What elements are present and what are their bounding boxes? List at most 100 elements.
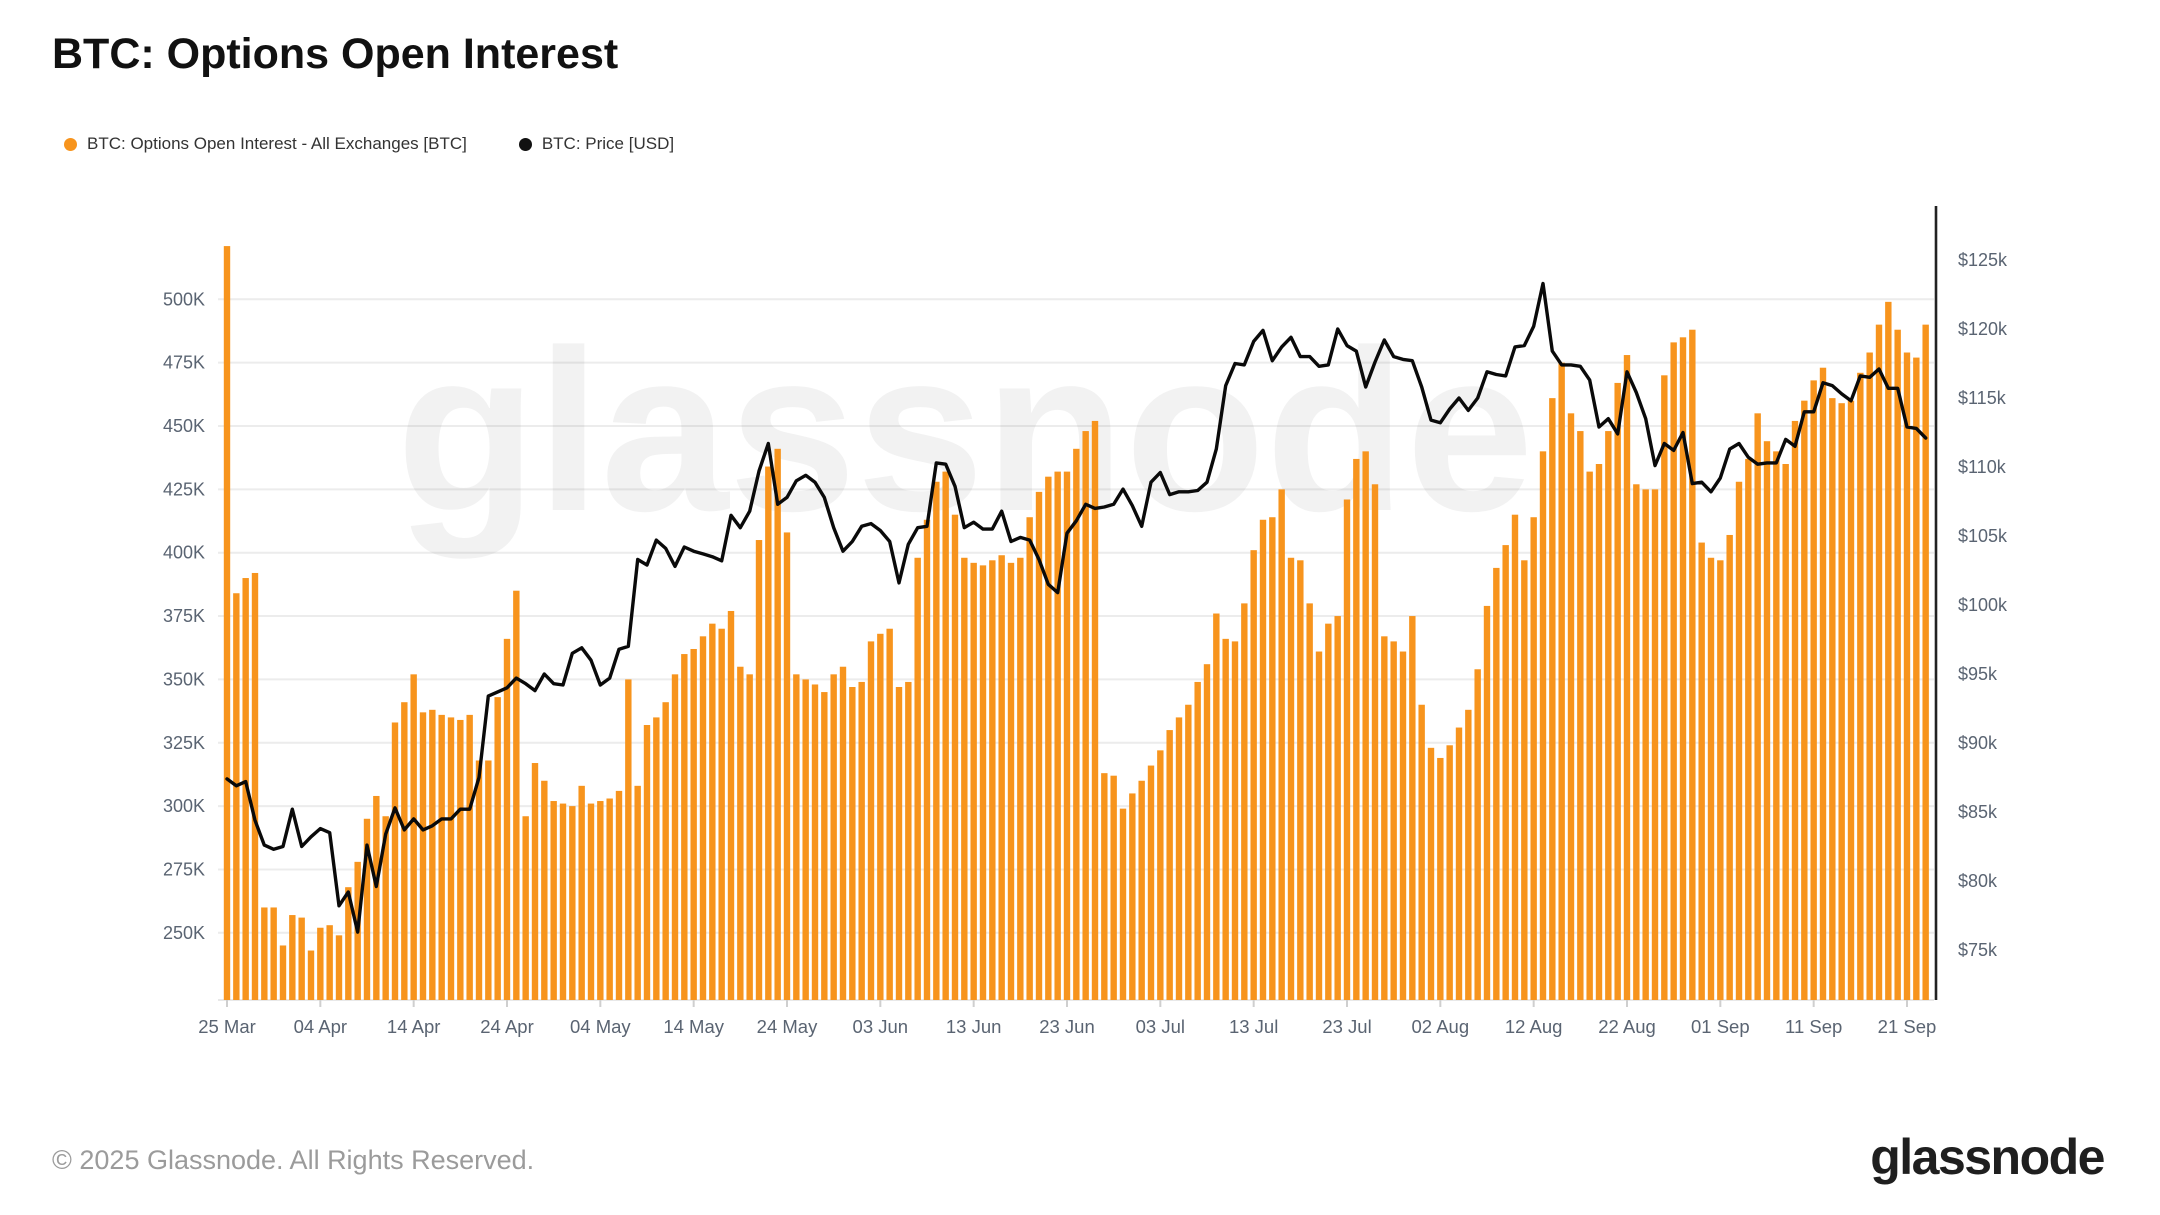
x-axis-tick-label: 12 Aug (1505, 1016, 1563, 1037)
x-axis-tick-label: 23 Jul (1322, 1016, 1371, 1037)
legend-item-open-interest[interactable]: BTC: Options Open Interest - All Exchang… (64, 134, 467, 154)
open-interest-bar (1567, 413, 1575, 1001)
open-interest-bar (1353, 458, 1360, 1000)
left-axis-tick-label: 350K (163, 669, 205, 689)
open-interest-bar (849, 687, 856, 1000)
open-interest-bar (279, 945, 287, 1000)
legend-dot-black-icon (518, 137, 532, 151)
x-axis-tick-label: 02 Aug (1412, 1016, 1470, 1037)
left-axis-tick-label: 450K (163, 416, 205, 436)
open-interest-bar (1082, 431, 1089, 1000)
open-interest-bar (1222, 638, 1229, 1000)
open-interest-bar (634, 785, 641, 1000)
left-axis-tick-label: 475K (163, 353, 205, 373)
open-interest-bar (615, 790, 623, 1000)
open-interest-bar (401, 702, 408, 1000)
open-interest-bar (1801, 400, 1808, 1000)
open-interest-bar (1409, 616, 1416, 1000)
open-interest-bar (345, 887, 352, 1000)
open-interest-bar (1885, 301, 1892, 1001)
x-axis-tick-label: 22 Aug (1598, 1016, 1656, 1037)
open-interest-bar (1315, 651, 1323, 1000)
open-interest-bar (1530, 517, 1537, 1000)
open-interest-bar (671, 674, 679, 1000)
open-interest-bar (1586, 471, 1593, 1000)
open-interest-bar (886, 628, 893, 1000)
open-interest-bar (1017, 557, 1024, 1000)
open-interest-bar (998, 555, 1005, 1000)
open-interest-bar (1259, 519, 1267, 1000)
open-interest-bar (1838, 403, 1845, 1001)
open-interest-bar (718, 628, 725, 1000)
open-interest-bar (494, 697, 501, 1000)
x-axis-tick-label: 14 Apr (387, 1016, 441, 1037)
open-interest-bar (1623, 355, 1631, 1001)
open-interest-bar (765, 466, 772, 1000)
open-interest-bar (1707, 557, 1715, 1000)
open-interest-bar (1539, 451, 1547, 1001)
open-interest-bar (774, 448, 781, 1000)
open-interest-bar (690, 648, 697, 1000)
open-interest-bar (466, 714, 473, 1000)
open-interest-bar (363, 818, 371, 1000)
open-interest-bar (1073, 448, 1080, 1000)
open-interest-bar (905, 681, 912, 1000)
open-interest-bar (1035, 491, 1043, 1000)
open-interest-bar (1651, 489, 1659, 1000)
open-interest-bar (1194, 681, 1201, 1000)
x-axis-tick-label: 14 May (663, 1016, 724, 1037)
open-interest-bar (1903, 352, 1911, 1000)
open-interest-bar (1231, 641, 1239, 1000)
open-interest-bar (1129, 793, 1136, 1000)
open-interest-bar (839, 666, 847, 1000)
open-interest-bar (699, 636, 707, 1000)
legend-item-price[interactable]: BTC: Price [USD] (518, 134, 674, 154)
open-interest-bar (961, 557, 968, 1000)
open-interest-bar (606, 798, 613, 1000)
open-interest-bar (335, 935, 343, 1000)
open-interest-bar (242, 578, 249, 1000)
open-interest-bar (1483, 605, 1491, 1000)
open-interest-bar (1306, 603, 1313, 1000)
open-interest-bar (1661, 375, 1668, 1000)
open-interest-bar (1614, 382, 1621, 1000)
open-interest-bar (503, 638, 511, 1000)
open-interest-bar (1063, 471, 1071, 1000)
open-interest-bar (298, 917, 305, 1000)
open-interest-bar (1717, 560, 1724, 1000)
x-axis-tick-label: 24 May (757, 1016, 818, 1037)
legend-label-open-interest: BTC: Options Open Interest - All Exchang… (87, 134, 467, 153)
open-interest-bar (877, 633, 884, 1000)
open-interest-bar (233, 593, 240, 1000)
open-interest-bar (419, 712, 427, 1000)
open-interest-bar (410, 674, 417, 1000)
x-axis-tick-label: 03 Jun (853, 1016, 909, 1037)
open-interest-bar (1549, 398, 1556, 1001)
open-interest-bar (1511, 514, 1519, 1000)
open-interest-bar (1250, 550, 1257, 1000)
open-interest-bar (1119, 808, 1127, 1000)
right-axis-tick-label: $90k (1958, 733, 1998, 753)
open-interest-bar (1269, 517, 1276, 1000)
open-interest-bar (1026, 517, 1033, 1000)
open-interest-bar (1857, 372, 1864, 1000)
open-interest-bar (429, 709, 436, 1000)
open-interest-bar (1595, 464, 1603, 1000)
open-interest-bar (541, 780, 548, 1000)
open-interest-bar (1698, 542, 1705, 1000)
open-interest-bar (793, 674, 800, 1000)
open-interest-bar (391, 722, 399, 1000)
copyright-text: © 2025 Glassnode. All Rights Reserved. (52, 1145, 535, 1175)
right-axis-tick-label: $75k (1958, 940, 1998, 960)
x-axis-tick-label: 13 Jul (1229, 1016, 1278, 1037)
open-interest-bar (1521, 560, 1528, 1000)
open-interest-bar (1203, 664, 1211, 1000)
open-interest-bar (270, 907, 277, 1000)
open-interest-bar (1810, 380, 1817, 1000)
open-interest-bar (1175, 717, 1183, 1000)
open-interest-bar (1362, 451, 1369, 1001)
open-interest-bar (1418, 704, 1425, 1000)
open-interest-bar (1054, 471, 1061, 1000)
left-axis-tick-label: 425K (163, 479, 205, 499)
